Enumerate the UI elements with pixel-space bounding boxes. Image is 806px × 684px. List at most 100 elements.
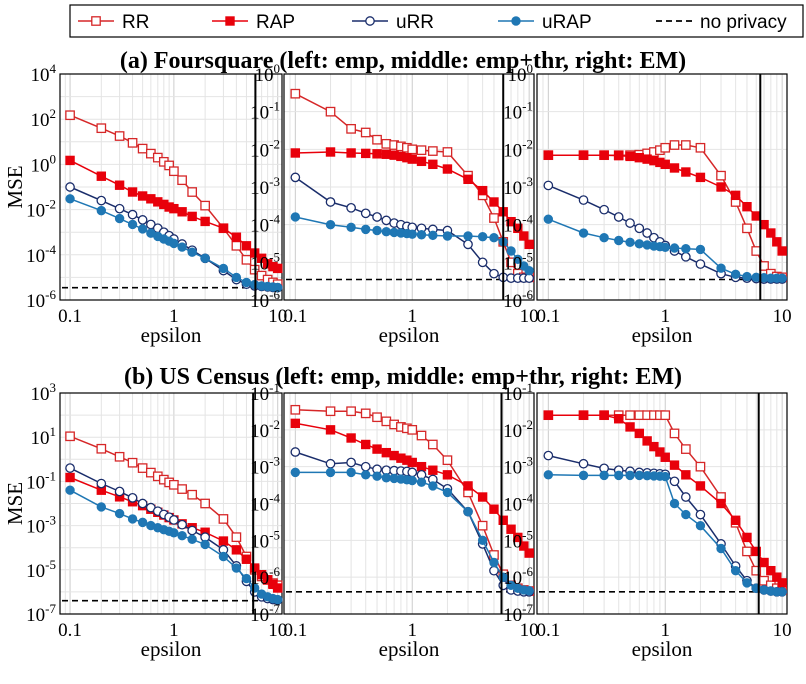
data-point	[218, 551, 229, 562]
y-tick-label: 10-5	[250, 249, 280, 274]
data-point	[625, 218, 635, 228]
data-point	[543, 214, 554, 224]
data-point	[200, 539, 210, 550]
data-point	[716, 498, 726, 509]
y-tick-label: 100	[508, 61, 534, 86]
data-point	[65, 472, 75, 483]
data-point	[381, 149, 392, 159]
data-point	[177, 207, 187, 217]
data-point	[681, 470, 691, 480]
data-point	[169, 528, 179, 538]
data-point	[766, 228, 776, 238]
legend-item-urap: uRAP	[498, 12, 592, 33]
series-urap	[65, 485, 283, 605]
plot-frame	[59, 392, 283, 615]
data-point	[477, 492, 488, 502]
legend-marker	[365, 16, 375, 26]
panel-1-1: 0.1 1 10 epsilon 10-7 10-6 10-5 10-4 10-3 10-2 10-…	[250, 380, 539, 661]
data-point	[346, 222, 356, 233]
data-point	[137, 463, 148, 473]
x-axis-label: epsilon	[632, 637, 693, 661]
data-point	[372, 149, 382, 159]
data-point	[477, 231, 488, 242]
y-tick-label: 10-4	[503, 212, 533, 237]
data-point	[290, 467, 301, 478]
data-point	[325, 219, 336, 230]
data-point	[361, 148, 371, 159]
data-point	[716, 263, 726, 273]
data-point	[381, 416, 392, 427]
data-point	[346, 202, 356, 213]
data-point	[599, 470, 609, 481]
data-point	[360, 127, 371, 138]
data-point	[742, 201, 752, 212]
data-point	[660, 410, 671, 421]
data-point	[751, 246, 762, 256]
data-point	[742, 223, 752, 234]
data-point	[506, 524, 516, 534]
data-point	[231, 232, 242, 242]
data-point	[218, 514, 229, 524]
data-point	[114, 131, 125, 141]
data-point	[681, 244, 691, 254]
data-point	[669, 140, 680, 150]
data-point	[543, 470, 554, 480]
data-point	[625, 422, 635, 432]
y-tick-label: 10-6	[26, 287, 56, 312]
y-tick-label: 10-1	[503, 380, 533, 405]
data-point	[599, 233, 609, 243]
data-point	[625, 470, 635, 481]
legend-label: uRAP	[542, 12, 592, 33]
data-point	[498, 515, 508, 525]
data-point	[695, 142, 706, 153]
data-point	[127, 457, 138, 468]
x-tick-label: 1	[169, 620, 179, 641]
data-point	[634, 410, 645, 421]
data-point	[407, 144, 418, 155]
series-urap	[543, 470, 787, 597]
y-tick-label: 10-3	[503, 454, 533, 479]
legend-label: RR	[122, 12, 149, 33]
x-tick-label: 10	[268, 306, 287, 327]
x-tick-label: 1	[660, 620, 670, 641]
row-title-us-census: (b) US Census (left: emp, middle: emp+th…	[124, 364, 682, 390]
data-point	[218, 263, 229, 274]
x-axis-label: epsilon	[141, 637, 202, 661]
data-point	[416, 145, 427, 156]
series-urap	[290, 212, 534, 276]
data-point	[742, 271, 752, 282]
data-point	[477, 535, 488, 546]
data-point	[372, 134, 382, 145]
data-point	[381, 215, 392, 226]
data-point	[625, 151, 635, 162]
data-point	[524, 239, 534, 250]
x-axis-label: epsilon	[141, 323, 202, 347]
data-point	[361, 224, 371, 235]
data-point	[273, 263, 283, 274]
data-point	[346, 467, 356, 478]
data-point	[777, 273, 787, 283]
legend-label: no privacy	[700, 12, 787, 33]
data-point	[427, 439, 438, 450]
y-tick-label: 10-4	[250, 491, 280, 516]
data-point	[524, 548, 534, 558]
data-point	[137, 191, 148, 201]
data-point	[428, 230, 438, 241]
data-point	[187, 525, 198, 536]
data-point	[127, 514, 138, 524]
data-point	[96, 205, 107, 216]
data-point	[114, 203, 125, 214]
data-point	[407, 154, 417, 164]
data-point	[360, 408, 371, 419]
legend-marker	[511, 16, 521, 26]
data-point	[513, 532, 523, 543]
data-point	[669, 498, 680, 509]
data-point	[325, 406, 336, 417]
data-point	[325, 458, 336, 469]
data-point	[669, 460, 680, 470]
panels: 0.1 1 10epsilon10-610-410-2100102104MSE0.1…	[3, 61, 792, 661]
data-point	[680, 444, 691, 454]
data-point	[716, 170, 726, 181]
y-tick-label: 10-3	[250, 174, 280, 199]
data-point	[137, 224, 148, 234]
